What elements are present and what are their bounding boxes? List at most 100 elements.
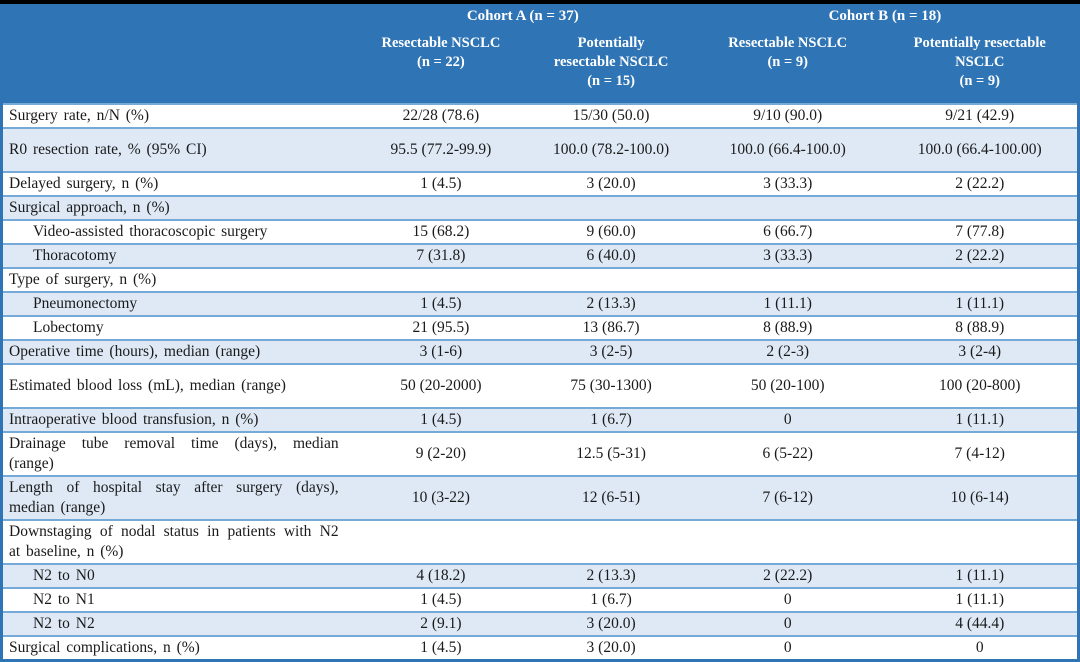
value-cell: 0	[692, 635, 883, 662]
value-cell: 0	[692, 587, 883, 612]
subgroup-header-row: Resectable NSCLC (n = 22) Potentially re…	[1, 32, 1079, 104]
row-label: Intraoperative blood transfusion, n (%)	[1, 407, 353, 432]
value-cell: 6 (5-22)	[692, 431, 883, 476]
col-header-potentially-a: Potentially resectable NSCLC (n = 15)	[529, 32, 693, 104]
value-cell: 100 (20-800)	[882, 363, 1079, 408]
section-row: Surgical approach, n (%)	[1, 195, 1079, 220]
section-row: Downstaging of nodal status in patients …	[1, 519, 1079, 564]
value-cell	[692, 195, 883, 220]
value-cell: 1 (11.1)	[882, 291, 1079, 316]
row-label: Video-assisted thoracoscopic surgery	[1, 219, 353, 244]
value-cell: 0	[692, 611, 883, 636]
value-cell: 8 (88.9)	[882, 315, 1079, 340]
table-row: Thoracotomy 7 (31.8) 6 (40.0) 3 (33.3) 2 (22…	[1, 243, 1079, 268]
cohort-group-row: Cohort A (n = 37) Cohort B (n = 18)	[1, 4, 1079, 32]
value-cell	[529, 195, 693, 220]
value-cell: 50 (20-100)	[692, 363, 883, 408]
value-cell: 3 (2-4)	[882, 339, 1079, 364]
value-cell: 8 (88.9)	[692, 315, 883, 340]
value-cell: 2 (2-3)	[692, 339, 883, 364]
value-cell: 12 (6-51)	[529, 475, 693, 520]
value-cell: 9/21 (42.9)	[882, 103, 1079, 128]
row-label: N2 to N1	[1, 587, 353, 612]
value-cell: 1 (6.7)	[529, 407, 693, 432]
value-cell: 3 (1-6)	[352, 339, 530, 364]
value-cell: 2 (22.2)	[882, 171, 1079, 196]
table-body: Surgery rate, n/N (%) 22/28 (78.6) 15/30 (…	[1, 103, 1079, 662]
value-cell: 10 (3-22)	[352, 475, 530, 520]
value-cell: 3 (20.0)	[529, 611, 693, 636]
row-label: Thoracotomy	[1, 243, 353, 268]
row-label: Pneumonectomy	[1, 291, 353, 316]
value-cell: 100.0 (66.4-100.00)	[882, 127, 1079, 172]
value-cell	[529, 267, 693, 292]
value-cell: 0	[882, 635, 1079, 662]
value-cell: 9 (2-20)	[352, 431, 530, 476]
value-cell	[882, 267, 1079, 292]
value-cell: 9/10 (90.0)	[692, 103, 883, 128]
row-label: Length of hospital stay after surgery (d…	[1, 475, 353, 520]
table-row: Operative time (hours), median (range) 3 …	[1, 339, 1079, 364]
value-cell: 4 (44.4)	[882, 611, 1079, 636]
table-row: N2 to N2 2 (9.1) 3 (20.0) 0 4 (44.4)	[1, 611, 1079, 636]
value-cell: 1 (4.5)	[352, 171, 530, 196]
empty-corner-cell	[1, 4, 353, 32]
value-cell: 9 (60.0)	[529, 219, 693, 244]
table-row: Estimated blood loss (mL), median (range…	[1, 363, 1079, 408]
row-label: Estimated blood loss (mL), median (range…	[1, 363, 353, 408]
value-cell: 12.5 (5-31)	[529, 431, 693, 476]
value-cell: 10 (6-14)	[882, 475, 1079, 520]
value-cell: 3 (33.3)	[692, 243, 883, 268]
section-row: Type of surgery, n (%)	[1, 267, 1079, 292]
row-label: Surgery rate, n/N (%)	[1, 103, 353, 128]
table-row: Length of hospital stay after surgery (d…	[1, 475, 1079, 520]
row-label: R0 resection rate, % (95% CI)	[1, 127, 353, 172]
value-cell: 1 (11.1)	[882, 587, 1079, 612]
row-label: Delayed surgery, n (%)	[1, 171, 353, 196]
value-cell: 1 (11.1)	[692, 291, 883, 316]
table-row: Lobectomy 21 (95.5) 13 (86.7) 8 (88.9) 8 (88…	[1, 315, 1079, 340]
row-label: Drainage tube removal time (days), media…	[1, 431, 353, 476]
value-cell	[882, 195, 1079, 220]
table-row: R0 resection rate, % (95% CI) 95.5 (77.2-…	[1, 127, 1079, 172]
table-row: Pneumonectomy 1 (4.5) 2 (13.3) 1 (11.1) 1 (1…	[1, 291, 1079, 316]
empty-corner-cell	[1, 32, 353, 104]
value-cell: 21 (95.5)	[352, 315, 530, 340]
table-row: Drainage tube removal time (days), media…	[1, 431, 1079, 476]
value-cell: 15/30 (50.0)	[529, 103, 693, 128]
value-cell: 0	[692, 407, 883, 432]
value-cell: 2 (22.2)	[692, 563, 883, 588]
value-cell	[352, 195, 530, 220]
value-cell	[352, 519, 530, 564]
row-label: Surgical complications, n (%)	[1, 635, 353, 662]
value-cell: 3 (20.0)	[529, 171, 693, 196]
value-cell: 15 (68.2)	[352, 219, 530, 244]
value-cell: 75 (30-1300)	[529, 363, 693, 408]
value-cell: 2 (13.3)	[529, 563, 693, 588]
value-cell: 7 (31.8)	[352, 243, 530, 268]
table-row: Delayed surgery, n (%) 1 (4.5) 3 (20.0) 3 (…	[1, 171, 1079, 196]
value-cell: 6 (66.7)	[692, 219, 883, 244]
value-cell: 4 (18.2)	[352, 563, 530, 588]
value-cell: 1 (4.5)	[352, 291, 530, 316]
value-cell: 7 (77.8)	[882, 219, 1079, 244]
table-row: Intraoperative blood transfusion, n (%) 1…	[1, 407, 1079, 432]
value-cell	[352, 267, 530, 292]
row-label: Surgical approach, n (%)	[1, 195, 353, 220]
value-cell: 3 (2-5)	[529, 339, 693, 364]
table-row: Surgery rate, n/N (%) 22/28 (78.6) 15/30 (…	[1, 103, 1079, 128]
results-table-container: Cohort A (n = 37) Cohort B (n = 18) Rese…	[0, 4, 1080, 662]
value-cell	[692, 519, 883, 564]
value-cell	[692, 267, 883, 292]
surgical-outcomes-table: Cohort A (n = 37) Cohort B (n = 18) Rese…	[0, 4, 1080, 662]
value-cell: 50 (20-2000)	[352, 363, 530, 408]
value-cell: 95.5 (77.2-99.9)	[352, 127, 530, 172]
value-cell	[529, 519, 693, 564]
value-cell: 1 (4.5)	[352, 587, 530, 612]
value-cell: 1 (6.7)	[529, 587, 693, 612]
row-label: N2 to N0	[1, 563, 353, 588]
value-cell: 1 (11.1)	[882, 407, 1079, 432]
table-row: N2 to N1 1 (4.5) 1 (6.7) 0 1 (11.1)	[1, 587, 1079, 612]
row-label: N2 to N2	[1, 611, 353, 636]
value-cell: 100.0 (66.4-100.0)	[692, 127, 883, 172]
